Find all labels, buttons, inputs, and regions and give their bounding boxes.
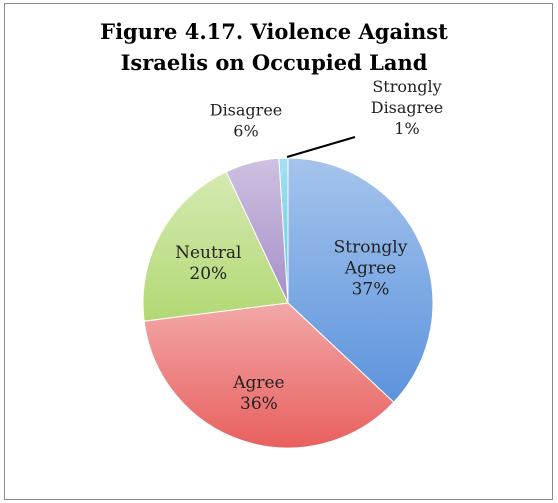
label-disagree-line-2: 6% xyxy=(233,122,258,141)
label-neutral: Neutral 20% xyxy=(175,243,241,284)
label-strongly-disagree: Strongly Disagree 1% xyxy=(371,77,444,138)
label-disagree-line-1: Disagree xyxy=(210,101,283,120)
slice-neutral xyxy=(142,171,289,322)
label-neutral-line-1: Neutral xyxy=(175,243,241,263)
label-strongly-agree: Strongly Agree 37% xyxy=(334,237,408,299)
chart-title-line-1: Figure 4.17. Violence Against xyxy=(100,19,448,44)
slice-agree xyxy=(143,302,395,449)
label-strongly-disagree-line-2: Disagree xyxy=(371,98,444,117)
label-leader-line xyxy=(286,136,356,158)
chart-title-line-2: Israelis on Occupied Land xyxy=(121,50,428,75)
label-strongly-agree-line-1: Strongly xyxy=(334,237,408,257)
slice-strongly-disagree xyxy=(278,157,289,304)
label-strongly-agree-line-3: 37% xyxy=(352,279,390,299)
label-neutral-line-2: 20% xyxy=(189,264,227,284)
label-strongly-agree-line-2: Agree xyxy=(344,258,396,278)
slice-strongly-agree xyxy=(287,157,434,403)
slice-labels: Strongly Agree 37%Agree 36%Neutral 20%Disagr… xyxy=(175,77,443,414)
label-agree-line-1: Agree xyxy=(232,373,284,393)
label-strongly-disagree-line-3: 1% xyxy=(394,119,419,138)
label-agree: Agree 36% xyxy=(232,373,284,414)
label-agree-line-2: 36% xyxy=(240,394,278,414)
pie-slices xyxy=(142,157,434,449)
label-strongly-disagree-line-1: Strongly xyxy=(372,77,441,96)
label-disagree: Disagree 6% xyxy=(210,101,283,141)
